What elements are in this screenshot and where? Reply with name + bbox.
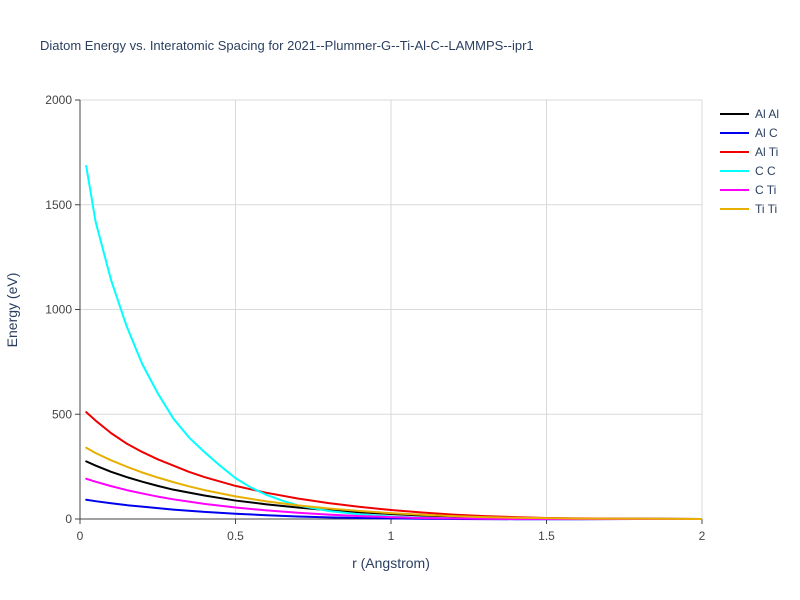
x-tick-label: 1 xyxy=(388,529,395,543)
x-tick-label: 0.5 xyxy=(227,529,244,543)
series-lines xyxy=(85,164,702,521)
x-axis-title: r (Angstrom) xyxy=(352,555,430,571)
legend-item[interactable]: Al Ti xyxy=(720,145,778,159)
x-tick-label: 0 xyxy=(77,529,84,543)
y-axis-title: Energy (eV) xyxy=(4,273,20,348)
legend-item[interactable]: C C xyxy=(720,164,776,178)
legend-label: Al Ti xyxy=(755,145,778,159)
y-tick-label: 2000 xyxy=(45,93,72,107)
legend-label: Al C xyxy=(755,126,778,140)
series-line-ti-ti xyxy=(85,446,702,520)
legend-label: C Ti xyxy=(755,183,776,197)
legend-item[interactable]: Al Al xyxy=(720,107,779,121)
tick-labels: 0 0.5 1 1.5 2 0 500 1000 1500 2000 xyxy=(45,93,705,543)
legend: Al Al Al C Al Ti C C C Ti Ti Ti xyxy=(720,107,779,216)
legend-item[interactable]: Al C xyxy=(720,126,778,140)
y-tick-label: 1000 xyxy=(45,303,72,317)
legend-label: Al Al xyxy=(755,107,779,121)
legend-item[interactable]: C Ti xyxy=(720,183,776,197)
y-tick-label: 1500 xyxy=(45,198,72,212)
grid xyxy=(80,99,703,519)
legend-item[interactable]: Ti Ti xyxy=(720,202,777,216)
series-line-c-ti xyxy=(85,477,702,520)
y-tick-label: 500 xyxy=(52,407,72,421)
chart-title: Diatom Energy vs. Interatomic Spacing fo… xyxy=(40,38,534,53)
y-tick-label: 0 xyxy=(65,512,72,526)
legend-label: C C xyxy=(755,164,776,178)
legend-label: Ti Ti xyxy=(755,202,777,216)
x-tick-label: 2 xyxy=(699,529,706,543)
x-tick-label: 1.5 xyxy=(538,529,555,543)
